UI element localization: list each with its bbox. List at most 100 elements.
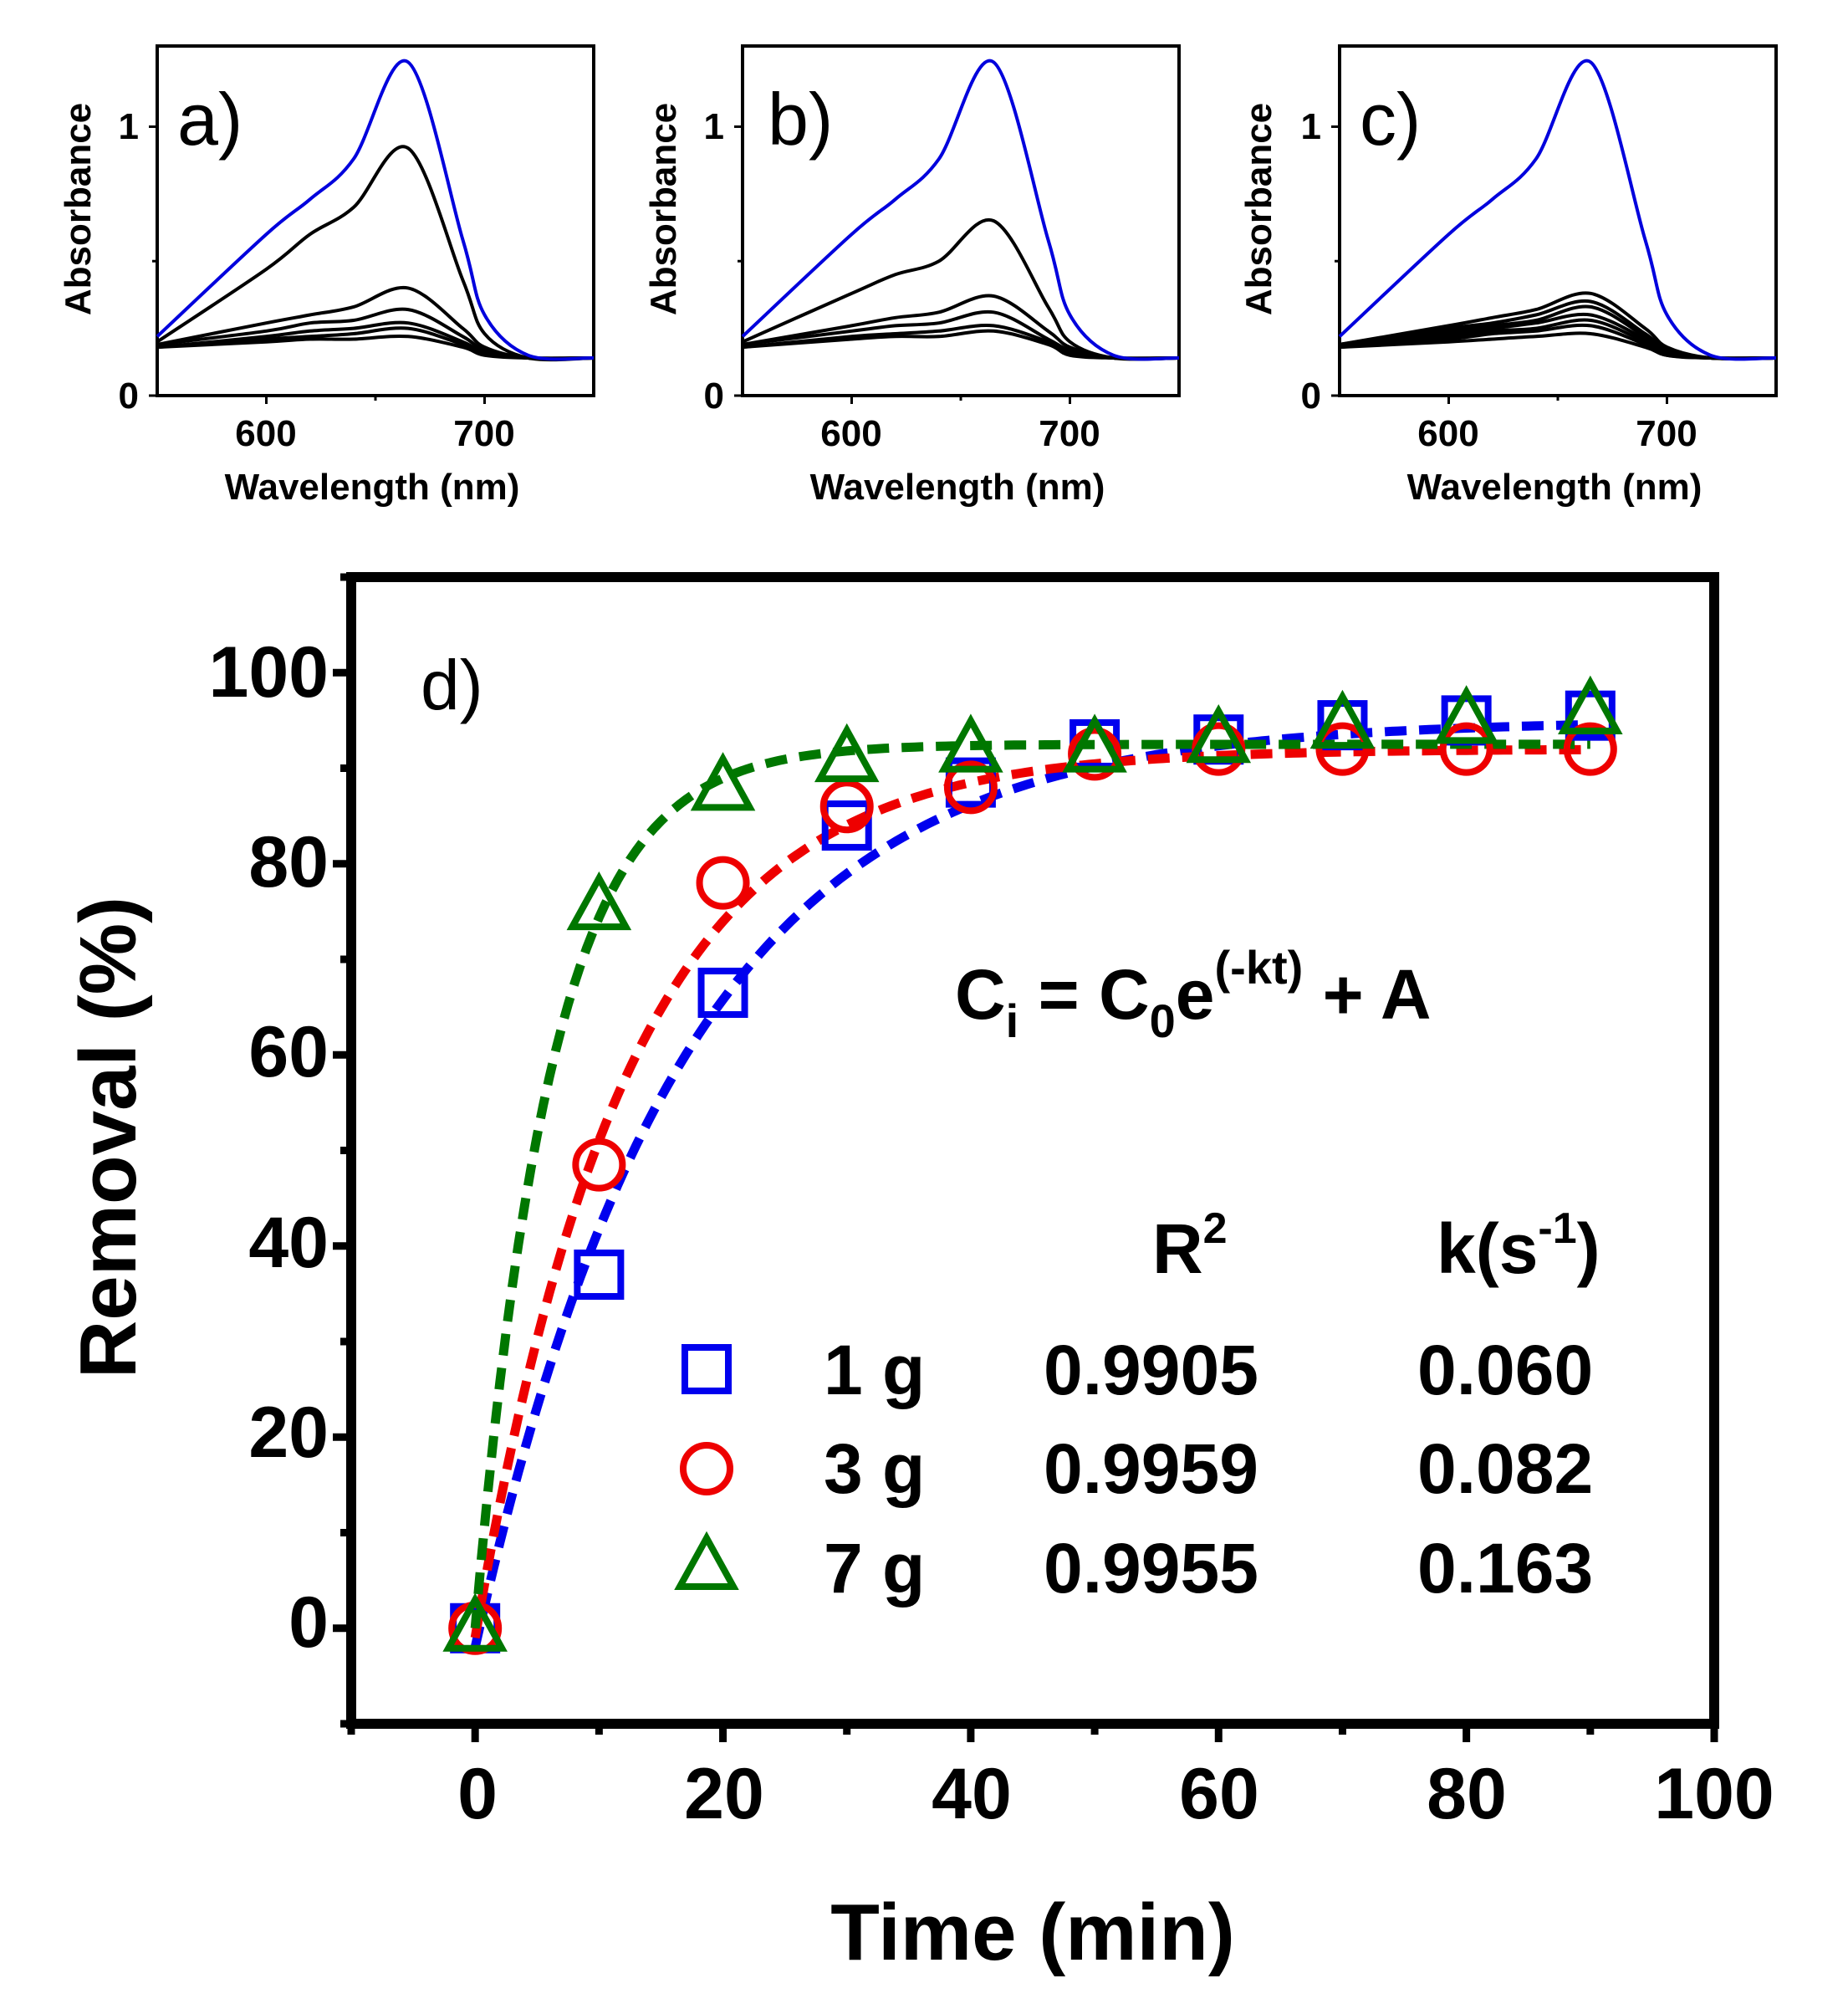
legend-marker-square <box>682 1344 732 1394</box>
panel-d-xtick-60: 60 <box>1179 1754 1259 1834</box>
header-k-open: k(s <box>1437 1209 1538 1288</box>
eq-c: C <box>955 955 1006 1034</box>
panel-d-ylabel: Removal (%) <box>64 897 153 1378</box>
panel-d-ytick-60: 60 <box>248 1012 329 1092</box>
spectrum-t6 <box>1339 323 1777 360</box>
panel-d-ytick-80: 80 <box>248 822 329 902</box>
legend-k-7g: 0.163 <box>1417 1529 1593 1608</box>
spectrum-t6 <box>156 334 595 360</box>
panel-c-ytick-1: 1 <box>1301 106 1321 147</box>
panel-c-curves <box>1338 59 1777 361</box>
data-point-7g <box>938 713 1003 773</box>
eq-sub-i: i <box>1006 994 1019 1047</box>
spectrum-t1 <box>156 145 595 362</box>
panel-b-letter: b) <box>768 78 833 161</box>
data-point-3g <box>572 1137 626 1192</box>
panel-a-ytick-0: 0 <box>119 376 139 417</box>
panel-d-ytick-20: 20 <box>248 1393 329 1473</box>
legend-label-1g: 1 g <box>824 1331 925 1409</box>
panel-a-letter: a) <box>177 78 242 161</box>
legend-row-1g: 1 g 0.9905 0.060 <box>682 1331 1593 1409</box>
panel-d-fit-curves <box>470 719 1590 1649</box>
panel-b-xlabel: Wavelength (nm) <box>810 467 1105 508</box>
legend-row-3g: 3 g 0.9959 0.082 <box>680 1429 1593 1508</box>
panel-a-ylabel: Absorbance <box>58 103 99 315</box>
panel-b-ytick-1: 1 <box>704 106 724 147</box>
legend-marker-circle <box>680 1442 733 1495</box>
data-point-3g <box>1439 722 1493 776</box>
panel-a-ytick-1: 1 <box>119 106 139 147</box>
data-point-7g <box>814 723 880 783</box>
legend-label-7g: 7 g <box>824 1529 925 1608</box>
panel-c-xlabel: Wavelength (nm) <box>1407 467 1703 508</box>
data-point-1g <box>574 1250 625 1301</box>
panel-a-xlabel: Wavelength (nm) <box>225 467 520 508</box>
panel-d-ytick-40: 40 <box>248 1203 329 1283</box>
data-point-7g <box>690 752 756 811</box>
header-r2: R2 <box>1152 1204 1228 1288</box>
header-k-close: ) <box>1577 1209 1600 1288</box>
panel-b: b) 1 0 600 700 Wavelength (nm) Absorbanc… <box>643 44 1181 508</box>
data-point-3g <box>819 780 874 834</box>
panel-d-ticks <box>333 573 1718 1742</box>
panel-d-xtick-100: 100 <box>1654 1754 1774 1834</box>
panel-d-ytick-0: 0 <box>288 1582 329 1663</box>
spectrum-t5 <box>1339 318 1777 360</box>
header-k: k(s-1) <box>1437 1204 1600 1288</box>
data-point-7g <box>1558 675 1623 734</box>
panel-a-xtick-700: 700 <box>453 413 514 454</box>
legend-r2-1g: 0.9905 <box>1044 1331 1258 1409</box>
panel-a-ticks <box>149 125 486 404</box>
legend-r2-3g: 0.9959 <box>1044 1429 1258 1508</box>
panel-d-letter: d) <box>421 646 483 724</box>
panel-c-xtick-600: 600 <box>1417 413 1478 454</box>
panel-a-xtick-600: 600 <box>235 413 296 454</box>
fit-curve-1g <box>470 719 1590 1649</box>
legend-marker-triangle <box>674 1531 739 1590</box>
panel-d-xtick-40: 40 <box>932 1754 1012 1834</box>
panel-d: d) 0 20 40 60 80 100 0 20 40 60 80 100 T… <box>64 572 1774 1977</box>
panel-b-ticks <box>734 125 1071 404</box>
header-r2-base: R <box>1152 1209 1203 1288</box>
data-point-7g <box>1186 703 1252 764</box>
spectrum-t1 <box>1339 291 1777 360</box>
data-point-3g <box>1563 722 1617 776</box>
panel-b-ytick-0: 0 <box>704 376 724 417</box>
panel-d-markers <box>442 675 1623 1655</box>
panel-c-letter: c) <box>1360 78 1421 161</box>
legend-label-3g: 3 g <box>824 1429 925 1508</box>
legend-symbol-circle <box>680 1442 733 1495</box>
panel-b-xtick-600: 600 <box>820 413 881 454</box>
data-point-3g <box>696 856 750 910</box>
panel-d-xtick-80: 80 <box>1427 1754 1507 1834</box>
legend-symbol-square <box>682 1344 732 1394</box>
data-point-7g <box>442 1592 508 1652</box>
panel-b-ylabel: Absorbance <box>643 103 684 315</box>
spectrum-t1 <box>742 217 1180 361</box>
panel-c: c) 1 0 600 700 Wavelength (nm) Absorbanc… <box>1238 44 1778 508</box>
eq-sub-0: 0 <box>1150 994 1176 1047</box>
panel-d-xlabel: Time (min) <box>830 1888 1235 1977</box>
panel-c-ticks <box>1331 125 1668 404</box>
panel-d-ytick-100: 100 <box>209 632 329 713</box>
legend-k-3g: 0.082 <box>1417 1429 1593 1508</box>
legend-row-7g: 7 g 0.9955 0.163 <box>674 1529 1593 1608</box>
spectrum-t3 <box>156 307 595 360</box>
eq-plus-a: + A <box>1303 955 1431 1034</box>
data-point-7g <box>1062 713 1127 773</box>
fit-curve-3g <box>470 744 1590 1639</box>
eq-e: e <box>1176 955 1215 1034</box>
legend-k-1g: 0.060 <box>1417 1331 1593 1409</box>
data-point-3g <box>1068 727 1122 781</box>
data-point-3g <box>1315 722 1370 776</box>
eq-mid: = C <box>1018 955 1149 1034</box>
panel-c-ylabel: Absorbance <box>1238 103 1279 315</box>
panel-a: a) 1 0 600 700 Wavelength (nm) Absorbanc… <box>58 44 595 508</box>
spectrum-initial <box>741 59 1180 361</box>
spectrum-initial <box>1338 59 1777 361</box>
header-k-sup: -1 <box>1538 1204 1576 1253</box>
panel-a-curves <box>156 59 595 362</box>
panel-b-xtick-700: 700 <box>1039 413 1100 454</box>
data-point-3g <box>943 760 998 815</box>
